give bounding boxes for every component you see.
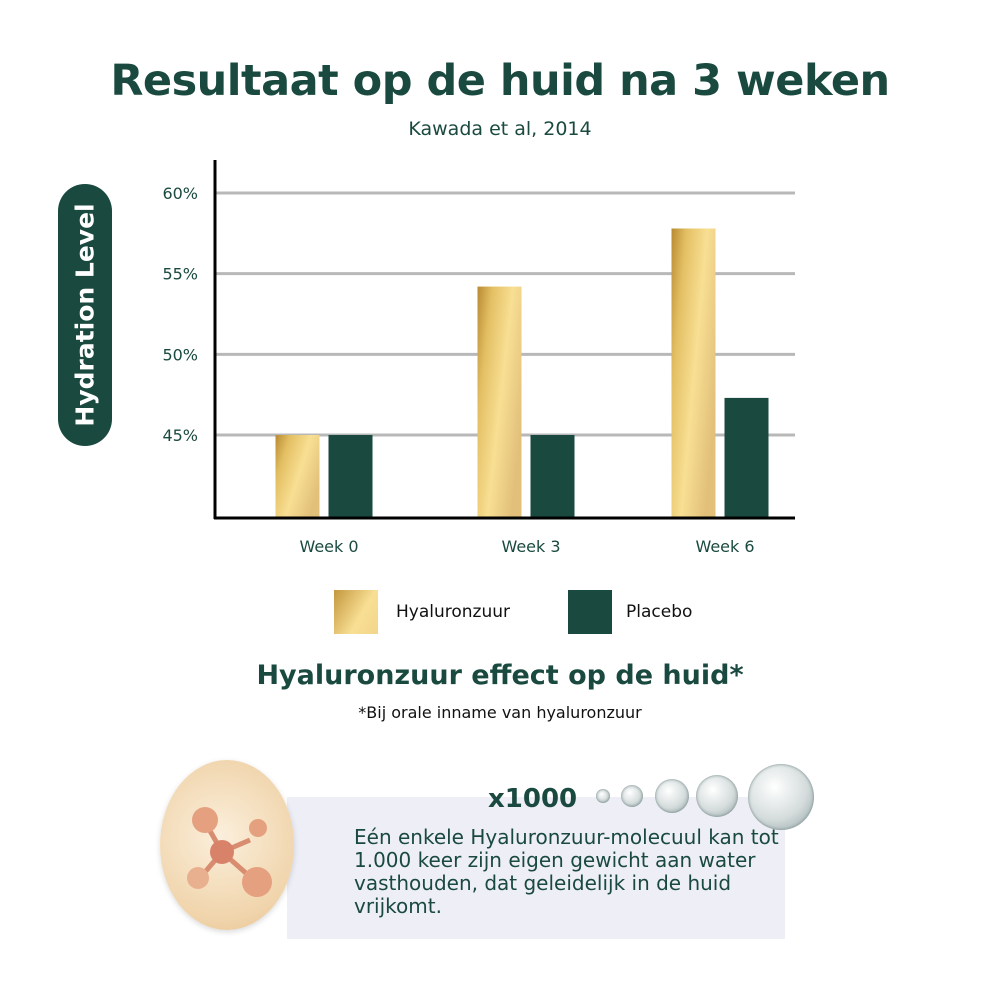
- bar-hyaluronzuur-2: [671, 228, 716, 518]
- water-drop-icon: [621, 785, 643, 807]
- multiplier-label: x1000: [488, 784, 578, 814]
- bar-placebo-1: [530, 435, 575, 518]
- water-drop-icon: [596, 789, 610, 803]
- x-tick-label: Week 3: [501, 537, 560, 556]
- x-tick-label: Week 6: [695, 537, 754, 556]
- bar-hyaluronzuur-1: [477, 286, 522, 518]
- molecule-icon: [160, 760, 294, 930]
- section-heading: Hyaluronzuur effect op de huid*: [256, 660, 744, 691]
- y-tick-label: 55%: [162, 265, 198, 284]
- info-panel: [287, 797, 785, 939]
- legend-swatch: [334, 590, 378, 634]
- bar-hyaluronzuur-0: [275, 435, 320, 518]
- legend-item-placebo: [568, 590, 612, 634]
- chart-subtitle: Kawada et al, 2014: [408, 118, 592, 140]
- y-axis-label-pill: Hydration Level: [58, 184, 112, 446]
- water-drop-icon: [696, 775, 738, 817]
- legend-label: Placebo: [626, 602, 693, 622]
- bar-placebo-2: [724, 397, 769, 518]
- bar-chart: 45% 50% 55% 60% Week 0 Week 3 Week 6: [162, 160, 795, 556]
- y-tick-label: 50%: [162, 345, 198, 364]
- water-drop-icon: [655, 779, 689, 813]
- bar-placebo-0: [328, 435, 373, 518]
- legend-label: Hyaluronzuur: [396, 602, 511, 622]
- y-tick-label: 45%: [162, 426, 198, 445]
- section-note: *Bij orale inname van hyaluronzuur: [358, 703, 642, 722]
- water-drop-icon: [748, 764, 814, 830]
- chart-title: Resultaat op de huid na 3 weken: [110, 56, 890, 106]
- legend-item-hyaluronzuur: [334, 590, 378, 634]
- y-tick-label: 60%: [162, 184, 198, 203]
- info-text: Eén enkele Hyaluronzuur-molecuul kan tot…: [354, 825, 779, 918]
- x-tick-label: Week 0: [299, 537, 358, 556]
- legend-swatch: [568, 590, 612, 634]
